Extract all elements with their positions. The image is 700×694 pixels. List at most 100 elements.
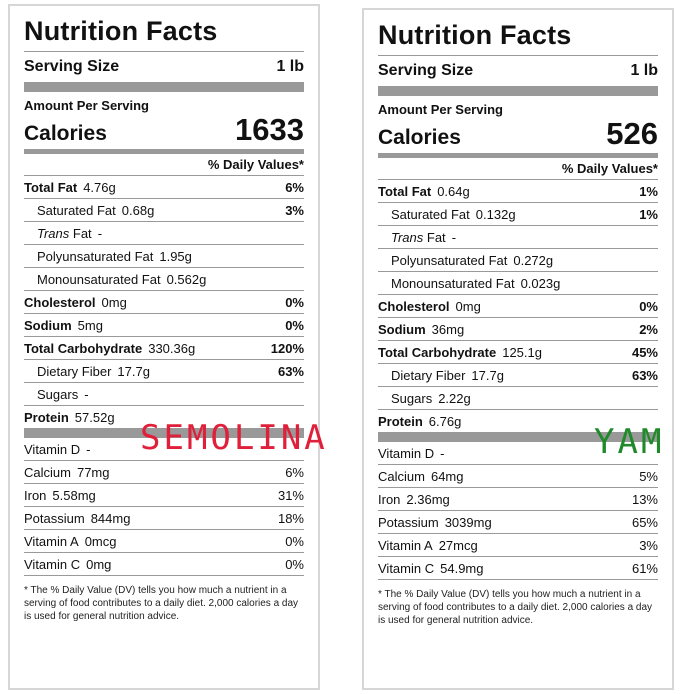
nutrient-name: Total Fat: [24, 179, 78, 195]
nutrient-dv: 3%: [285, 202, 304, 218]
nutrient-dv: 0%: [639, 298, 658, 314]
monounsaturated-fat-row: Monounsaturated Fat 0.023g: [378, 271, 658, 294]
nutrient-name: Iron: [24, 487, 47, 503]
divider: [378, 55, 658, 56]
total-fat-row: Total Fat 0.64g 1%: [378, 179, 658, 202]
nutrient-dv: 63%: [631, 367, 658, 383]
nutrient-amount: 4.76g: [83, 179, 116, 195]
nutrient-name: Cholesterol: [378, 298, 450, 314]
nutrition-label-left: Nutrition Facts Serving Size 1 lb Amount…: [8, 4, 320, 690]
nutrient-amount: 2.36mg: [406, 491, 450, 507]
nutrient-amount: 5.58mg: [52, 487, 96, 503]
total-carbohydrate-row: Total Carbohydrate 330.36g 120%: [24, 336, 304, 359]
nutrient-name: Monounsaturated Fat: [391, 275, 515, 291]
nutrient-name-italic: Trans: [37, 225, 70, 241]
nutrient-amount: 0.023g: [520, 275, 561, 291]
medium-divider: [24, 149, 304, 154]
serving-size-label: Serving Size: [378, 62, 474, 79]
nutrient-amount: 17.7g: [117, 363, 150, 379]
nutrient-name: Fat: [72, 225, 92, 241]
total-fat-row: Total Fat 4.76g 6%: [24, 175, 304, 198]
nutrient-dv: 0%: [285, 556, 304, 572]
nutrient-name: Sugars: [391, 390, 433, 406]
trans-fat-row: Trans Fat -: [378, 225, 658, 248]
nutrient-dv: 0%: [285, 533, 304, 549]
nutrient-dv: 0%: [285, 317, 304, 333]
nutrient-amount: -: [440, 445, 445, 461]
nutrient-dv: 2%: [639, 321, 658, 337]
nutrient-dv: 63%: [277, 363, 304, 379]
vitamin-a-row: Vitamin A 27mcg 3%: [378, 533, 658, 556]
nutrient-amount: 77mg: [76, 464, 110, 480]
nutrient-amount: 0.272g: [513, 252, 554, 268]
protein-row: Protein 6.76g: [378, 409, 658, 432]
polyunsaturated-fat-row: Polyunsaturated Fat 1.95g: [24, 244, 304, 267]
nutrient-name-italic: Trans: [391, 229, 424, 245]
nutrient-name: Vitamin A: [24, 533, 79, 549]
nutrient-name: Potassium: [378, 514, 439, 530]
monounsaturated-fat-row: Monounsaturated Fat 0.562g: [24, 267, 304, 290]
vitamin-c-row: Vitamin C 0mg 0%: [24, 552, 304, 575]
nutrient-name: Dietary Fiber: [37, 363, 112, 379]
nutrient-name: Total Carbohydrate: [378, 344, 497, 360]
nutrient-amount: 0mg: [101, 294, 127, 310]
nutrient-amount: 0.68g: [121, 202, 155, 218]
nutrient-amount: 36mg: [431, 321, 465, 337]
polyunsaturated-fat-row: Polyunsaturated Fat 0.272g: [378, 248, 658, 271]
daily-value-footnote: * The % Daily Value (DV) tells you how m…: [24, 575, 304, 623]
nutrient-name: Fat: [426, 229, 446, 245]
nutrient-name: Dietary Fiber: [391, 367, 466, 383]
nutrient-dv: 18%: [277, 510, 304, 526]
nutrient-name: Sodium: [24, 317, 72, 333]
sugars-row: Sugars 2.22g: [378, 386, 658, 409]
nutrient-amount: 54.9mg: [440, 560, 484, 576]
nutrient-amount: 17.7g: [471, 367, 504, 383]
nutrient-amount: -: [86, 441, 91, 457]
sugars-row: Sugars -: [24, 382, 304, 405]
nutrient-amount: 0mcg: [84, 533, 117, 549]
nutrient-amount: -: [97, 225, 103, 241]
food-name-semolina: SEMOLINA: [140, 418, 328, 458]
serving-size-row: Serving Size 1 lb: [24, 52, 304, 82]
thick-divider: [378, 86, 658, 96]
label-title: Nutrition Facts: [378, 20, 572, 50]
nutrient-amount: -: [451, 229, 457, 245]
nutrient-amount: 3039mg: [444, 514, 492, 530]
nutrient-name: Vitamin A: [378, 537, 433, 553]
nutrient-amount: 330.36g: [148, 340, 196, 356]
calories-row: Calories 1633: [24, 114, 304, 146]
label-title: Nutrition Facts: [24, 16, 218, 46]
nutrient-name: Polyunsaturated Fat: [391, 252, 508, 268]
nutrient-amount: 0mg: [455, 298, 481, 314]
vitamin-d-row: Vitamin D-: [378, 442, 658, 464]
daily-values-header: % Daily Values*: [207, 157, 304, 172]
food-name-yam: YAM: [594, 422, 665, 462]
dietary-fiber-row: Dietary Fiber 17.7g 63%: [378, 363, 658, 386]
nutrient-amount: 844mg: [90, 510, 131, 526]
thick-divider: [24, 428, 304, 438]
thick-divider: [24, 82, 304, 92]
serving-size-row: Serving Size 1 lb: [378, 56, 658, 86]
nutrient-name: Total Fat: [378, 183, 432, 199]
nutrient-name: Vitamin C: [24, 556, 81, 572]
nutrient-dv: 45%: [631, 344, 658, 360]
vitamin-d-row: Vitamin D-: [24, 438, 304, 460]
dietary-fiber-row: Dietary Fiber 17.7g 63%: [24, 359, 304, 382]
nutrient-amount: 1.95g: [159, 248, 192, 264]
nutrient-name: Vitamin D: [24, 441, 81, 457]
cholesterol-row: Cholesterol 0mg 0%: [24, 290, 304, 313]
amount-per-serving: Amount Per Serving: [24, 98, 149, 113]
nutrient-dv: 5%: [639, 468, 658, 484]
calcium-row: Calcium 64mg 5%: [378, 464, 658, 487]
nutrient-name: Protein: [24, 409, 69, 425]
nutrient-name: Sodium: [378, 321, 426, 337]
nutrient-amount: 6.76g: [428, 413, 462, 429]
nutrient-dv: 6%: [285, 464, 304, 480]
calories-value: 1633: [235, 112, 304, 147]
nutrient-amount: 0.562g: [166, 271, 207, 287]
nutrient-dv: 3%: [639, 537, 658, 553]
nutrient-amount: 64mg: [430, 468, 464, 484]
nutrient-dv: 13%: [631, 491, 658, 507]
potassium-row: Potassium 844mg 18%: [24, 506, 304, 529]
nutrient-amount: 0.64g: [437, 183, 470, 199]
